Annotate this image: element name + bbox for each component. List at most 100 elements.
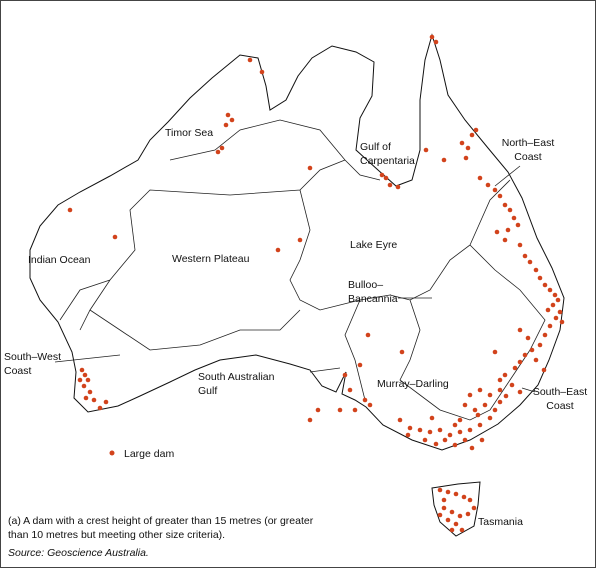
dam-marker xyxy=(537,275,543,281)
region-label-line: Bulloo– xyxy=(348,279,383,291)
dam-marker xyxy=(445,517,451,523)
region-label-line: Lake Eyre xyxy=(350,239,397,251)
dam-marker xyxy=(517,389,523,395)
dam-marker xyxy=(541,367,547,373)
dam-marker xyxy=(529,347,535,353)
dam-marker xyxy=(427,429,433,435)
leader-line xyxy=(309,367,341,373)
dam-marker xyxy=(492,349,498,355)
region-label: Murray–Darling xyxy=(377,378,449,390)
leader-line xyxy=(521,387,536,393)
mainland xyxy=(29,33,565,451)
dam-marker xyxy=(492,187,498,193)
dam-marker xyxy=(467,497,473,503)
region-label: Timor Sea xyxy=(165,127,213,139)
dam-marker xyxy=(79,367,85,373)
dam-marker xyxy=(437,427,443,433)
dam-marker xyxy=(502,202,508,208)
dam-marker xyxy=(472,407,478,413)
dam-marker xyxy=(459,527,465,533)
dam-marker xyxy=(557,309,563,315)
region-label: South Australian Gulf xyxy=(198,371,275,397)
dam-marker xyxy=(547,287,553,293)
dam-marker xyxy=(497,193,503,199)
dam-marker xyxy=(473,127,479,133)
region-label: Tasmania xyxy=(478,516,523,528)
dam-marker xyxy=(82,372,88,378)
source: Source: Geoscience Australia. xyxy=(8,547,149,559)
dam-marker xyxy=(307,165,313,171)
dam-marker xyxy=(537,342,543,348)
dam-marker xyxy=(229,117,235,123)
dam-marker xyxy=(545,307,551,313)
dam-marker xyxy=(469,132,475,138)
dam-marker xyxy=(517,327,523,333)
tasmania xyxy=(431,481,481,537)
region-label-line: Bancannia xyxy=(348,293,398,305)
dam-marker xyxy=(461,494,467,500)
dam-marker xyxy=(83,395,89,401)
dam-marker xyxy=(511,215,517,221)
dam-marker xyxy=(503,393,509,399)
dam-marker xyxy=(449,527,455,533)
region-label: North–East Coast xyxy=(502,137,555,163)
dam-marker xyxy=(452,442,458,448)
region-label-line: Tasmania xyxy=(478,516,523,528)
dam-marker xyxy=(342,372,348,378)
dam-marker xyxy=(405,432,411,438)
dam-marker xyxy=(365,332,371,338)
dam-marker xyxy=(352,407,358,413)
dam-marker xyxy=(553,315,559,321)
dam-marker xyxy=(347,387,353,393)
dam-marker xyxy=(112,234,118,240)
region-label-line: Timor Sea xyxy=(165,127,213,139)
dam-marker xyxy=(437,487,443,493)
dam-marker xyxy=(433,441,439,447)
dam-marker xyxy=(467,392,473,398)
dam-marker xyxy=(417,427,423,433)
region-label: South–West Coast xyxy=(4,351,61,377)
dam-marker xyxy=(502,237,508,243)
region-label-line: Gulf of xyxy=(360,141,391,153)
dam-marker xyxy=(367,402,373,408)
footnote-line: than 10 metres but meeting other size cr… xyxy=(8,529,225,541)
region-label-line: South Australian xyxy=(198,371,275,383)
region-label: Bulloo– Bancannia xyxy=(348,279,398,305)
dam-marker xyxy=(219,145,225,151)
dam-marker xyxy=(103,399,109,405)
dam-marker xyxy=(465,511,471,517)
dam-marker xyxy=(429,34,435,40)
legend-label: Large dam xyxy=(124,448,174,460)
dam-marker xyxy=(453,521,459,527)
dam-marker xyxy=(383,175,389,181)
region-label-line: South–West xyxy=(4,351,61,363)
dam-marker xyxy=(497,387,503,393)
dam-marker xyxy=(475,412,481,418)
labels: Timor Sea Gulf of Carpentaria North–East Coa… xyxy=(4,127,587,528)
leader-line xyxy=(54,354,121,363)
dam-marker xyxy=(399,349,405,355)
dam-marker xyxy=(97,405,103,411)
dam-marker xyxy=(487,415,493,421)
dam-marker xyxy=(522,352,528,358)
region-label: South–East Coast xyxy=(533,386,587,412)
dam-marker xyxy=(485,182,491,188)
dam-marker xyxy=(85,377,91,383)
dam-marker xyxy=(337,407,343,413)
dam-marker xyxy=(87,389,93,395)
dam-marker xyxy=(497,377,503,383)
dam-marker xyxy=(225,112,231,118)
dam-marker xyxy=(525,335,531,341)
dam-marker xyxy=(387,182,393,188)
dam-marker xyxy=(423,147,429,153)
dam-marker xyxy=(477,422,483,428)
dam-marker xyxy=(77,377,83,383)
dam-marker xyxy=(259,69,265,75)
dam-marker xyxy=(559,319,565,325)
dam-marker xyxy=(533,267,539,273)
dam-marker xyxy=(445,489,451,495)
dam-marker xyxy=(307,417,313,423)
dam-marker xyxy=(362,397,368,403)
dam-marker xyxy=(527,259,533,265)
dam-marker xyxy=(517,242,523,248)
